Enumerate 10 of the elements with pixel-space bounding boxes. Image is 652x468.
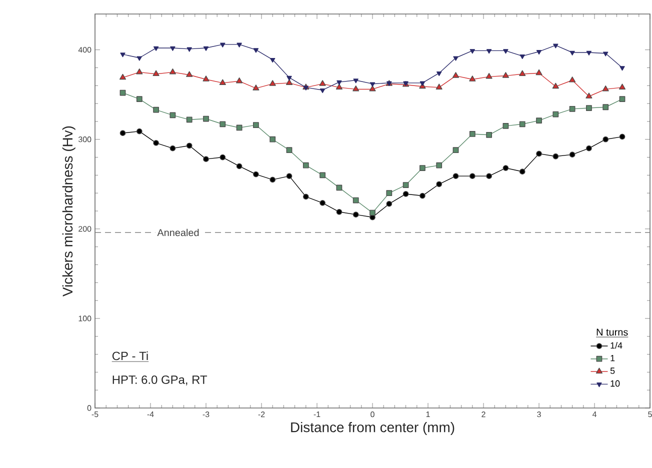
x-axis-title: Distance from center (mm) [291, 422, 454, 435]
legend-label: 1 [610, 355, 615, 362]
legend-label: 1/4 [610, 342, 622, 349]
annotation: CP - Ti [112, 351, 148, 360]
annotation: HPT: 6.0 GPa, RT [112, 375, 208, 386]
legend-label: 10 [610, 380, 620, 387]
legend-label: 5 [610, 368, 615, 374]
ref-line-label: Annealed [157, 228, 199, 236]
legend-title: N turns [596, 328, 628, 336]
y-axis-title: Vickers microhardness (Hv) [62, 126, 76, 296]
